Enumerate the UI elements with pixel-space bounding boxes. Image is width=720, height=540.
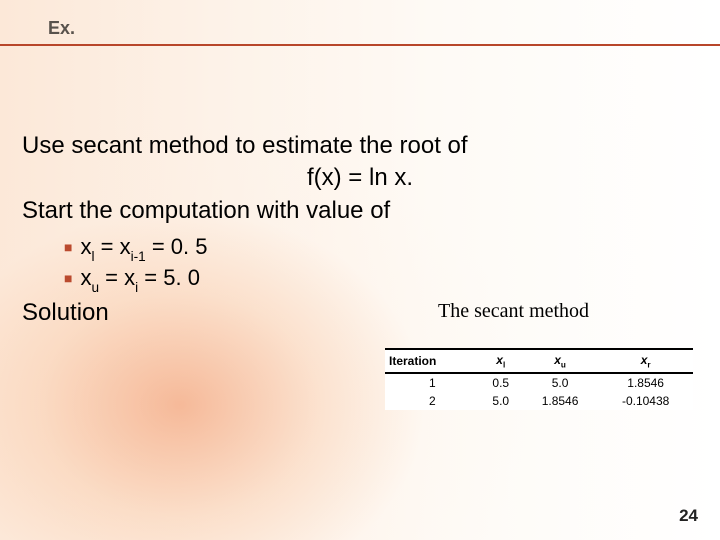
- content-area: Use secant method to estimate the root o…: [22, 130, 698, 327]
- var: x: [80, 265, 91, 290]
- col-iteration: Iteration: [385, 349, 480, 373]
- table-header-row: Iteration xl xu xr: [385, 349, 693, 373]
- eq: = x: [95, 234, 131, 259]
- col-xu: xu: [522, 349, 598, 373]
- solution-heading: Solution: [22, 299, 698, 327]
- header-rule: [0, 44, 720, 46]
- col-xr: xr: [598, 349, 693, 373]
- subscript: l: [91, 249, 94, 264]
- bullet-list: ■ xl = xi-1 = 0. 5 ■ xu = xi = 5. 0: [64, 233, 698, 295]
- method-label: The secant method: [438, 300, 589, 323]
- subscript: i-1: [131, 249, 146, 264]
- bullet-item: ■ xu = xi = 5. 0: [64, 264, 698, 295]
- problem-line-1: Use secant method to estimate the root o…: [22, 130, 698, 162]
- table-row: 2 5.0 1.8546 -0.10438: [385, 392, 693, 410]
- cell: -0.10438: [598, 392, 693, 410]
- cell: 1.8546: [598, 373, 693, 392]
- bullet-text: xl = xi-1 = 0. 5: [80, 233, 207, 264]
- problem-line-3: Start the computation with value of: [22, 195, 698, 227]
- bullet-text: xu = xi = 5. 0: [80, 264, 199, 295]
- bullet-icon: ■: [64, 269, 72, 287]
- cell: 2: [385, 392, 480, 410]
- table-row: 1 0.5 5.0 1.8546: [385, 373, 693, 392]
- iteration-table: Iteration xl xu xr 1 0.5 5.0 1.8546 2 5.…: [385, 348, 693, 410]
- var: x: [80, 234, 91, 259]
- val: = 0. 5: [146, 234, 208, 259]
- val: = 5. 0: [138, 265, 200, 290]
- eq: = x: [99, 265, 135, 290]
- cell: 5.0: [480, 392, 522, 410]
- problem-line-2: f(x) = ln x.: [22, 162, 698, 194]
- slide-title: Ex.: [48, 18, 75, 39]
- bullet-icon: ■: [64, 238, 72, 256]
- subscript: i: [135, 280, 138, 295]
- cell: 0.5: [480, 373, 522, 392]
- cell: 1: [385, 373, 480, 392]
- bullet-item: ■ xl = xi-1 = 0. 5: [64, 233, 698, 264]
- cell: 5.0: [522, 373, 598, 392]
- col-xl: xl: [480, 349, 522, 373]
- cell: 1.8546: [522, 392, 598, 410]
- page-number: 24: [679, 506, 698, 526]
- subscript: u: [91, 280, 99, 295]
